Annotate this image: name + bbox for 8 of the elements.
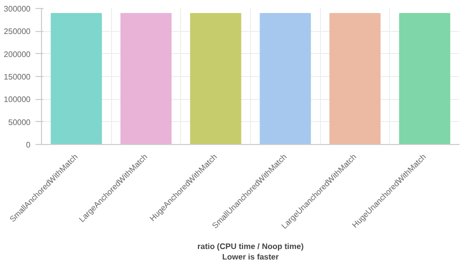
y-tick-label: 200000 (4, 50, 32, 59)
x-axis-title: ratio (CPU time / Noop time) Lower is faster (197, 242, 304, 262)
y-tick-label: 50000 (8, 118, 32, 127)
y-tick-label: 100000 (4, 95, 32, 104)
y-tick-label: 300000 (4, 4, 32, 14)
y-tick-label: 0 (26, 140, 32, 150)
y-tick-label: 250000 (4, 27, 32, 36)
y-tick-label: 150000 (4, 72, 32, 82)
